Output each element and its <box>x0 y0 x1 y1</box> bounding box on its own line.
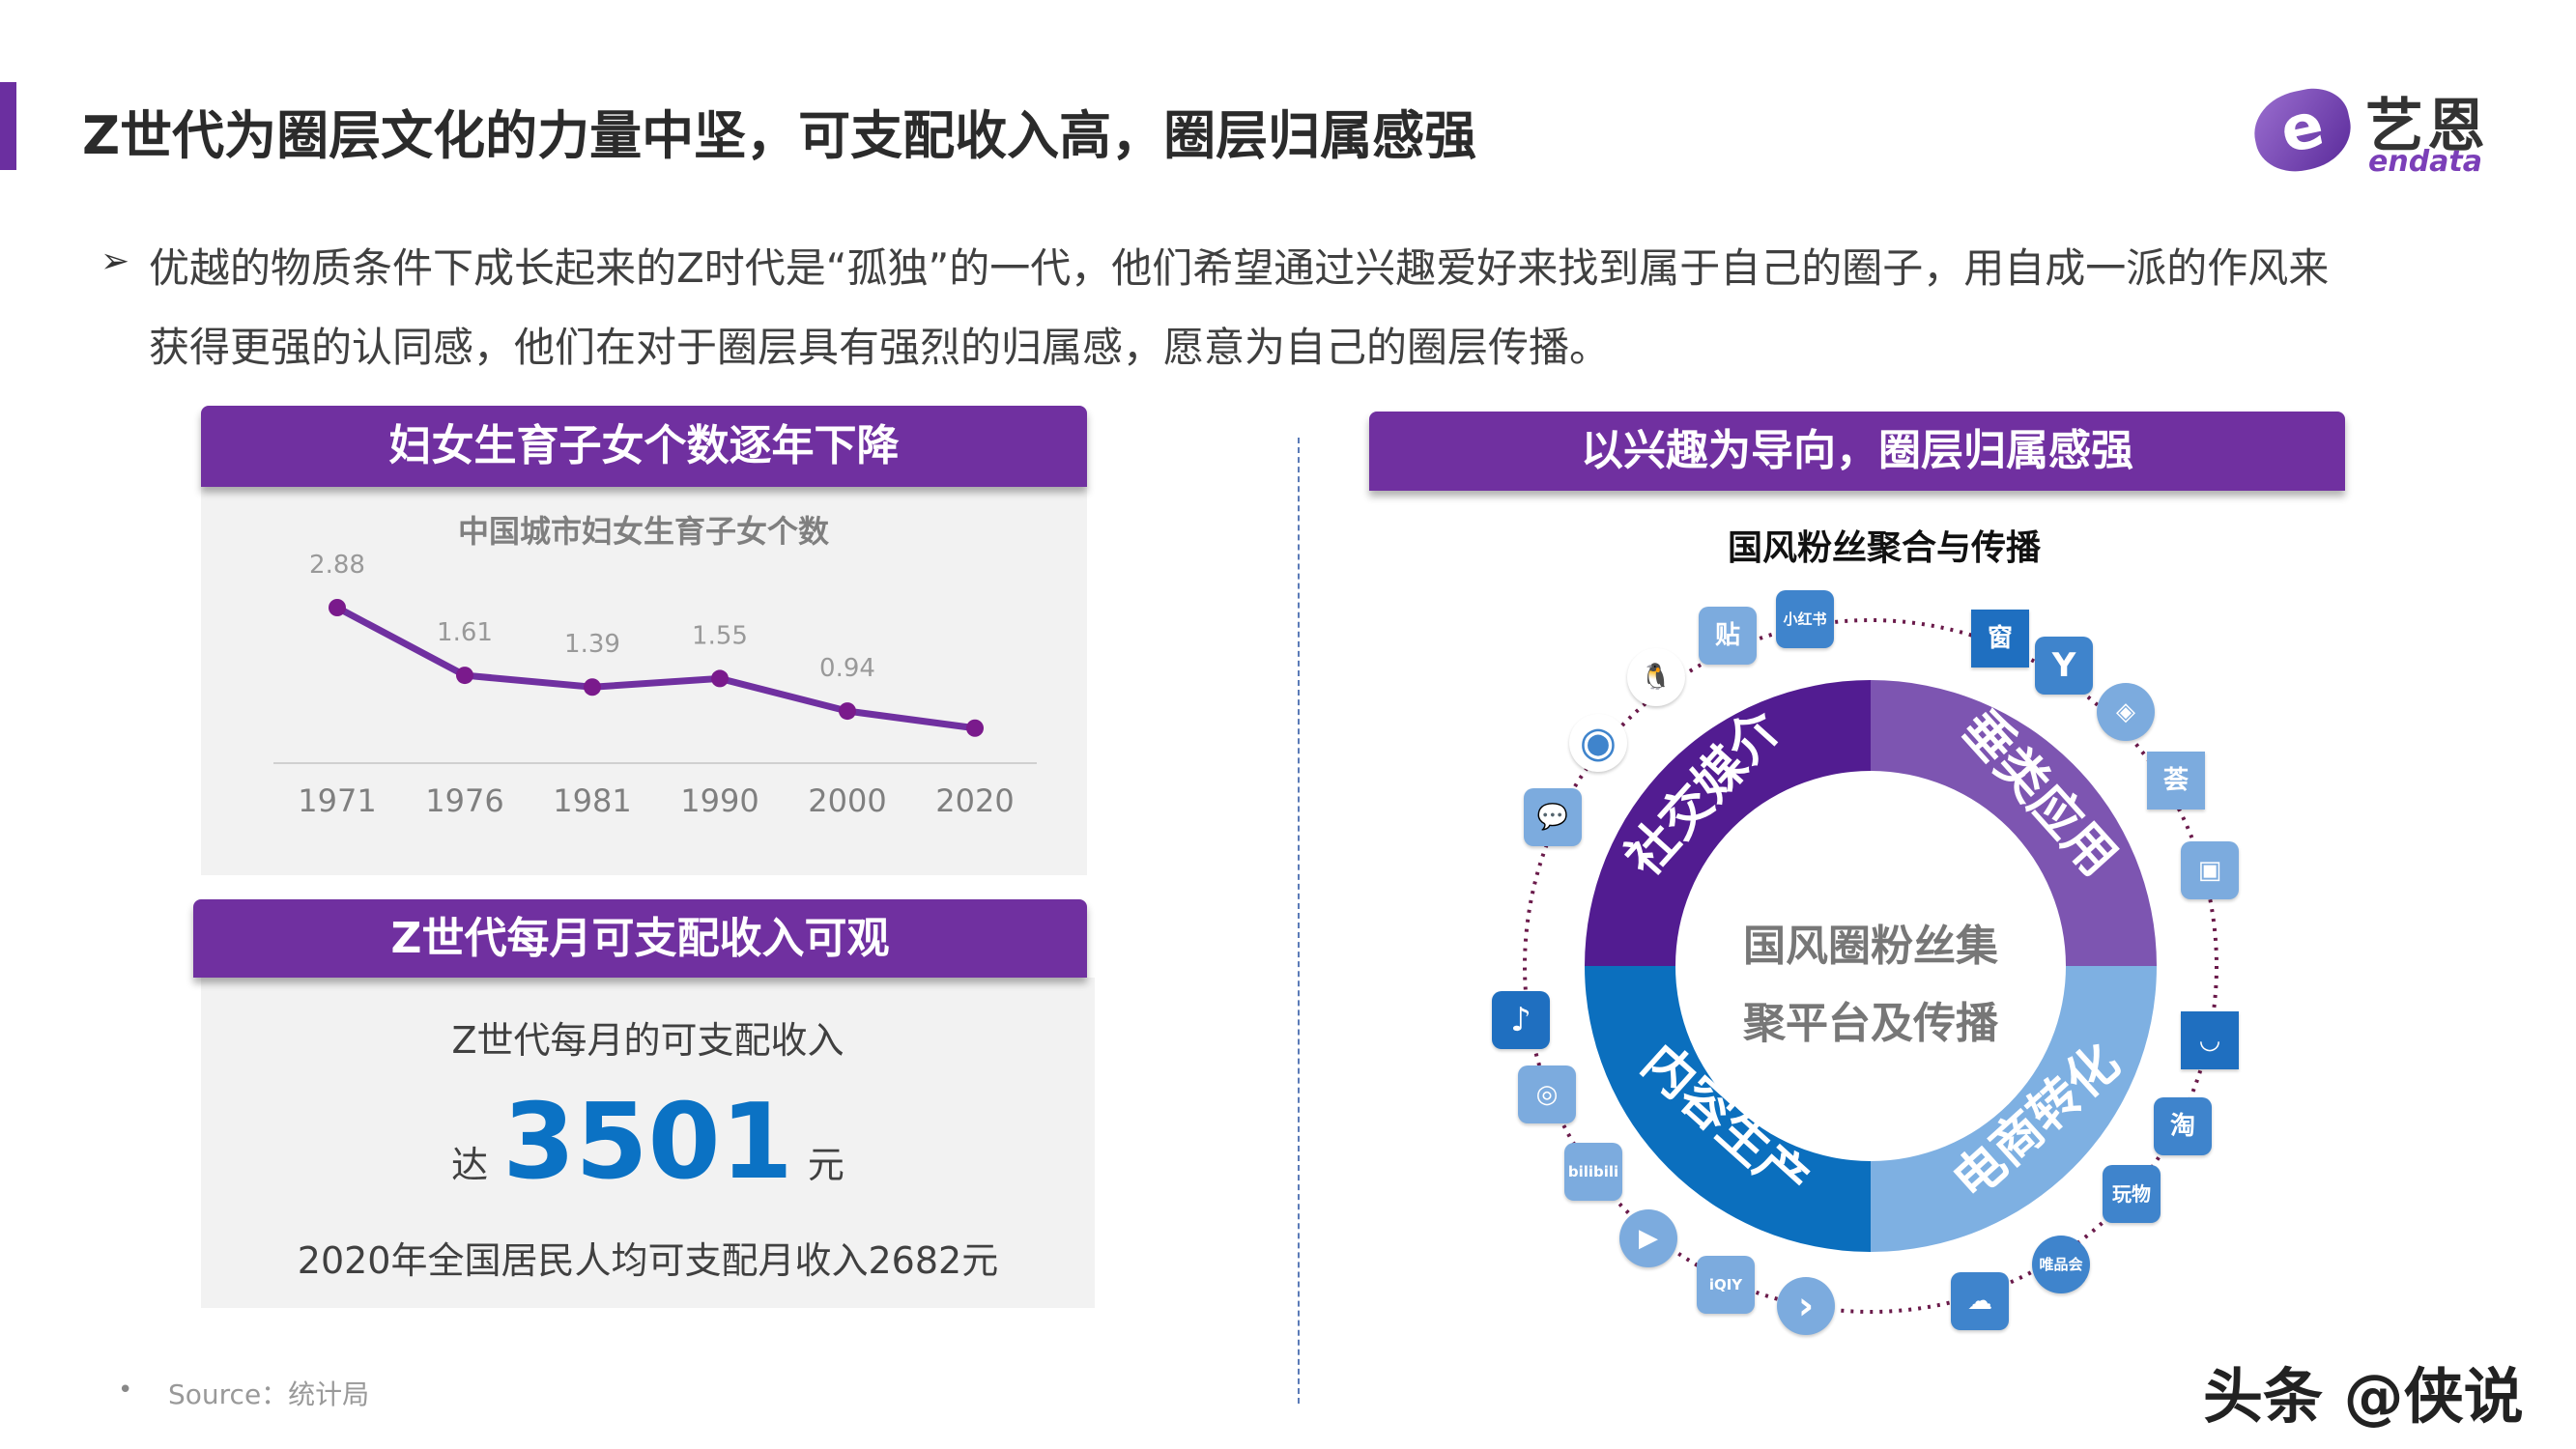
income-unit: 元 <box>807 1144 844 1186</box>
source-text: Source：统计局 <box>168 1378 370 1410</box>
x-tick-label: 2000 <box>808 782 886 819</box>
chart-title: 中国城市妇女生育子女个数 <box>458 513 830 550</box>
data-label: 1.39 <box>564 630 620 659</box>
shopping-bag-icon: ◡ <box>2181 1011 2239 1069</box>
intro-line-1: 优越的物质条件下成长起来的Z时代是“孤独”的一代，他们希望通过兴趣爱好来找到属于… <box>149 244 2330 292</box>
income-amount-row: 达 3501 元 <box>201 1082 1095 1203</box>
source-bullet: • <box>118 1376 133 1405</box>
weibo-icon: ◉ <box>1569 714 1627 772</box>
data-label: 2.88 <box>309 551 365 580</box>
cube-icon: ◈ <box>2097 683 2155 741</box>
income-caption: Z世代每月的可支配收入 <box>451 1019 844 1062</box>
ring-quadrant-social <box>1585 680 1871 966</box>
x-tick-label: 2020 <box>935 782 1014 819</box>
x-tick-label: 1981 <box>553 782 631 819</box>
ring-center-line-2: 聚平台及传播 <box>1743 999 1998 1048</box>
vip-icon: 唯品会 <box>2032 1236 2090 1293</box>
interest-card-header: 以兴趣为导向，圈层归属感强 <box>1369 412 2345 491</box>
income-prefix: 达 <box>451 1144 489 1186</box>
xiaohongshu-icon: 小红书 <box>1776 590 1834 648</box>
income-amount: 3501 <box>502 1082 793 1203</box>
tencent-video-icon: ▶ <box>1619 1209 1677 1267</box>
ring-subtitle: 国风粉丝聚合与传播 <box>1727 528 2041 568</box>
title-accent-bar <box>0 82 16 170</box>
income-card-header: Z世代每月可支配收入可观 <box>193 899 1087 978</box>
box-icon: ▣ <box>2181 841 2239 899</box>
chuang-icon: 窗 <box>1971 610 2029 668</box>
bullet-arrow-icon: ➢ <box>100 242 130 281</box>
y-app-icon: Y <box>2035 637 2093 695</box>
logo-en: endata <box>2368 145 2483 179</box>
x-tick-label: 1971 <box>298 782 376 819</box>
iqiyi-icon: iQIY <box>1697 1256 1755 1314</box>
data-point <box>966 719 984 737</box>
platform-ring <box>1585 680 2157 1252</box>
fertility-line-chart: 中国城市妇女生育子女个数 2.88 1971 1.61 1976 1.39 1981 1.55… <box>273 513 1037 819</box>
kuaishou-icon: ◎ <box>1518 1065 1576 1123</box>
taobao-icon: 淘 <box>2154 1097 2212 1155</box>
data-point <box>456 667 473 685</box>
wanwu-icon: 玩物 <box>2103 1165 2161 1223</box>
national-income-note: 2020年全国居民人均可支配月收入2682元 <box>297 1239 999 1282</box>
wechat-icon: 💬 <box>1524 788 1582 846</box>
watermark: 头条 @侠说 <box>2203 1361 2524 1432</box>
data-point <box>839 702 856 721</box>
ring-quadrant-ecommerce <box>1871 966 2157 1252</box>
data-point <box>584 678 601 696</box>
ring-quadrant-content <box>1585 966 1871 1252</box>
page-title: Z世代为圈层文化的力量中坚，可支配收入高，圈层归属感强 <box>82 105 1477 166</box>
data-label: 1.55 <box>692 621 748 650</box>
vertical-divider <box>1298 438 1300 1404</box>
data-point <box>329 599 346 616</box>
x-tick-label: 1990 <box>680 782 758 819</box>
endata-logo: e 艺恩 endata <box>2247 79 2515 180</box>
chart-card-header: 妇女生育子女个数逐年下降 <box>201 406 1087 487</box>
data-label: 1.61 <box>437 618 493 647</box>
hui-icon: 荟 <box>2147 752 2205 810</box>
ring-quadrant-vertical <box>1871 680 2157 966</box>
logo-cn: 艺恩 <box>2365 93 2489 160</box>
tieba-icon: 贴 <box>1699 607 1757 665</box>
income-panel <box>201 978 1095 1308</box>
data-label: 0.94 <box>819 654 875 683</box>
mushroom-icon: ☁ <box>1951 1272 2009 1330</box>
dotted-orbit <box>1523 618 2218 1314</box>
series-line <box>335 604 976 732</box>
x-tick-label: 1976 <box>425 782 503 819</box>
bilibili-icon: bilibili <box>1564 1143 1622 1201</box>
ring-center-line-1: 国风圈粉丝集 <box>1743 922 1998 971</box>
qq-icon: 🐧 <box>1627 648 1685 706</box>
ring-center-text: 国风圈粉丝集 聚平台及传播 <box>1677 908 2064 1063</box>
douyin-icon: ♪ <box>1492 991 1550 1049</box>
intro-line-2: 获得更强的认同感，他们在对于圈层具有强烈的归属感，愿意为自己的圈层传播。 <box>149 324 1611 371</box>
youku-icon: › <box>1777 1277 1835 1335</box>
data-point <box>711 669 729 688</box>
logo-mark-icon: e <box>2247 81 2359 180</box>
